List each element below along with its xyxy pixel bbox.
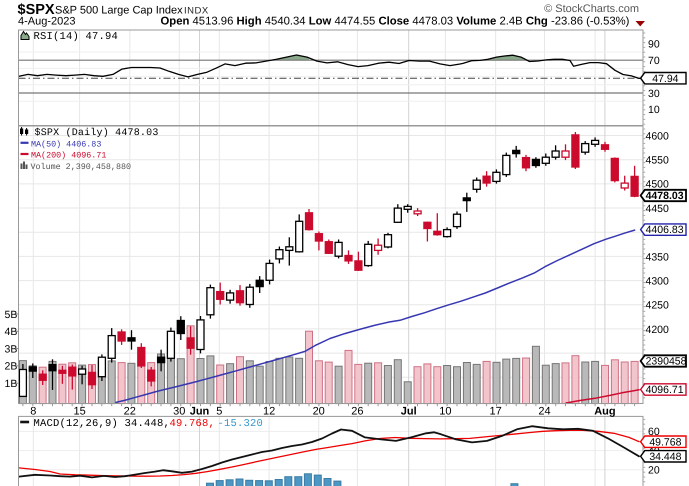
svg-text:30: 30 xyxy=(173,406,185,418)
svg-text:4250: 4250 xyxy=(646,300,670,312)
svg-text:4-Aug-2023: 4-Aug-2023 xyxy=(18,15,76,27)
svg-text:MA(50) 4406.83: MA(50) 4406.83 xyxy=(31,139,101,149)
svg-text:4B: 4B xyxy=(5,326,18,338)
svg-text:34.448: 34.448 xyxy=(649,451,681,463)
svg-text:15: 15 xyxy=(73,406,85,418)
svg-text:S&P 500 Large Cap Index: S&P 500 Large Cap Index xyxy=(55,5,183,17)
svg-text:MA(200) 4096.71: MA(200) 4096.71 xyxy=(31,151,106,161)
svg-text:Jul: Jul xyxy=(401,406,417,418)
svg-text:4300: 4300 xyxy=(646,276,670,288)
svg-text:Open 4513.96 High 4540.34 Low: Open 4513.96 High 4540.34 Low 4474.55 Cl… xyxy=(161,15,630,27)
svg-text:17: 17 xyxy=(489,406,501,418)
svg-text:70: 70 xyxy=(648,55,660,67)
svg-text:4450: 4450 xyxy=(646,203,670,215)
svg-text:$SPX: $SPX xyxy=(18,2,55,18)
svg-text:Volume 2,390,458,880: Volume 2,390,458,880 xyxy=(31,162,132,172)
svg-text:Jun: Jun xyxy=(190,406,210,418)
svg-text:4500: 4500 xyxy=(646,179,670,191)
svg-text:10: 10 xyxy=(648,104,660,116)
svg-text:2B: 2B xyxy=(5,361,18,373)
svg-text:60: 60 xyxy=(648,426,660,438)
svg-text:4478.03: 4478.03 xyxy=(646,190,684,202)
svg-text:49.768: 49.768 xyxy=(649,436,681,448)
svg-text:22: 22 xyxy=(124,406,136,418)
svg-text:90: 90 xyxy=(648,39,660,51)
svg-text:$SPX (Daily) 4478.03: $SPX (Daily) 4478.03 xyxy=(35,127,159,139)
svg-text:20: 20 xyxy=(313,406,325,418)
svg-text:Aug: Aug xyxy=(594,406,615,418)
svg-text:RSI(14) 47.94: RSI(14) 47.94 xyxy=(34,31,119,43)
svg-text:4406.83: 4406.83 xyxy=(646,224,684,236)
svg-text:3B: 3B xyxy=(5,343,18,355)
svg-text:MACD(12,26,9) 34.448,: MACD(12,26,9) 34.448, xyxy=(34,418,171,430)
svg-text:4350: 4350 xyxy=(646,251,670,263)
svg-text:1B: 1B xyxy=(5,378,18,390)
svg-text:47.94: 47.94 xyxy=(652,73,678,85)
svg-text:5: 5 xyxy=(216,406,222,418)
svg-text:24: 24 xyxy=(538,406,550,418)
svg-text:10: 10 xyxy=(439,406,451,418)
svg-text:4200: 4200 xyxy=(646,324,670,336)
svg-text:30: 30 xyxy=(648,88,660,100)
svg-text:4600: 4600 xyxy=(646,130,670,142)
svg-text:5B: 5B xyxy=(5,309,18,321)
svg-text:49.768,: 49.768, xyxy=(170,418,216,430)
svg-text:-15.320: -15.320 xyxy=(218,418,264,430)
svg-text:4550: 4550 xyxy=(646,155,670,167)
svg-text:12: 12 xyxy=(263,406,275,418)
svg-text:4096.71: 4096.71 xyxy=(646,384,684,396)
svg-text:20: 20 xyxy=(648,465,660,477)
svg-text:26: 26 xyxy=(351,406,363,418)
svg-text:INDX: INDX xyxy=(184,6,209,17)
svg-text:2390458: 2390458 xyxy=(646,356,687,368)
svg-text:8: 8 xyxy=(30,406,36,418)
svg-text:© StockCharts.com: © StockCharts.com xyxy=(544,3,639,15)
